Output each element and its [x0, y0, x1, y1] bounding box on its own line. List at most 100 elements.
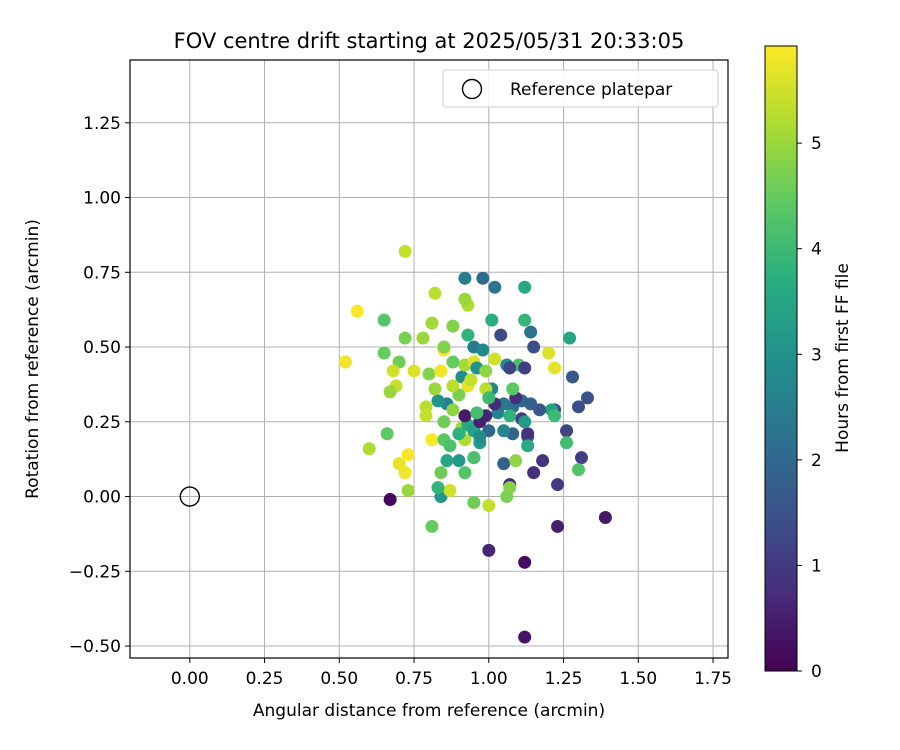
data-point	[527, 466, 541, 480]
data-point	[386, 364, 400, 378]
grid-lines	[130, 60, 728, 658]
data-point	[476, 343, 490, 357]
x-tick-label: 0.50	[320, 669, 358, 689]
y-axis: −0.50 −0.25 0.00 0.25 0.50 0.75 1.00 1.25	[69, 114, 130, 657]
data-point	[518, 313, 532, 327]
legend-marker-open-circle	[461, 78, 483, 100]
data-point	[452, 427, 466, 441]
y-tick-label: −0.50	[69, 637, 121, 657]
data-point	[362, 442, 376, 456]
data-point	[377, 313, 391, 327]
legend-entry-label: Reference platepar	[510, 80, 672, 100]
data-point	[485, 313, 499, 327]
data-point	[548, 409, 562, 423]
data-point	[398, 466, 412, 480]
data-point	[401, 448, 415, 462]
data-point	[482, 499, 496, 513]
data-point	[503, 361, 517, 375]
colorbar-tick-label: 4	[811, 240, 822, 260]
data-point	[560, 436, 574, 450]
plot-frame	[129, 59, 729, 659]
y-tick-label: 0.00	[83, 488, 121, 508]
data-point	[518, 280, 532, 294]
data-point	[527, 340, 541, 354]
y-tick-label: −0.25	[69, 562, 121, 582]
data-point	[542, 346, 556, 360]
data-point	[476, 271, 490, 285]
data-point	[431, 481, 445, 495]
data-point	[518, 630, 532, 644]
data-point	[467, 496, 481, 510]
data-point	[437, 340, 451, 354]
data-point	[422, 367, 436, 381]
data-point	[458, 271, 472, 285]
data-point	[518, 555, 532, 569]
data-point	[434, 466, 448, 480]
data-point	[458, 466, 472, 480]
data-point	[425, 433, 439, 447]
data-point	[446, 355, 460, 369]
data-point	[440, 454, 454, 468]
data-point	[473, 430, 487, 444]
data-point	[446, 403, 460, 417]
data-point	[563, 331, 577, 345]
data-point	[509, 454, 523, 468]
data-point	[380, 427, 394, 441]
data-point	[428, 382, 442, 396]
x-axis: 0.00 0.25 0.50 0.75 1.00 1.25 1.50 1.75	[171, 658, 732, 689]
x-tick-label: 1.50	[619, 669, 657, 689]
data-point	[503, 481, 517, 495]
data-point	[425, 519, 439, 533]
data-point	[572, 400, 585, 414]
x-tick-label: 0.75	[395, 669, 433, 689]
y-tick-label: 1.00	[83, 189, 121, 209]
colorbar-tick-label: 3	[811, 345, 822, 365]
data-point	[461, 328, 475, 342]
x-axis-label: Angular distance from reference (arcmin)	[253, 701, 605, 721]
data-point	[377, 346, 391, 360]
colorbar-tick-label: 5	[811, 134, 822, 154]
legend: Reference platepar	[442, 69, 719, 108]
data-point	[580, 391, 594, 405]
data-point	[598, 510, 612, 524]
x-tick-label: 0.25	[246, 669, 284, 689]
legend-box	[442, 69, 719, 108]
y-tick-label: 0.50	[83, 338, 121, 358]
data-point	[443, 484, 457, 498]
data-point	[383, 493, 397, 507]
data-point	[434, 364, 448, 378]
colorbar-label: Hours from first FF file	[833, 263, 853, 453]
colorbar-tick-label: 1	[811, 556, 822, 576]
data-point	[416, 331, 430, 345]
y-tick-label: 1.25	[83, 114, 121, 134]
data-point	[470, 406, 484, 420]
data-point	[521, 439, 535, 453]
data-point	[521, 427, 535, 441]
data-point	[524, 325, 538, 339]
data-point	[398, 331, 412, 345]
data-point	[425, 316, 439, 330]
data-point	[494, 328, 508, 342]
colorbar-tick-label: 0	[811, 662, 822, 682]
data-point	[401, 484, 415, 498]
data-points	[338, 244, 612, 644]
data-point	[482, 543, 496, 557]
data-point	[419, 409, 433, 423]
data-point	[482, 391, 496, 405]
colorbar-tick-label: 2	[811, 451, 822, 471]
data-point	[398, 244, 412, 258]
colorbar-ticks: 0 1 2 3 4 5	[797, 134, 822, 682]
x-tick-label: 1.00	[470, 669, 508, 689]
x-tick-label: 1.25	[545, 669, 583, 689]
x-tick-label: 0.00	[171, 669, 209, 689]
y-tick-label: 0.25	[83, 413, 121, 433]
x-tick-label: 1.75	[694, 669, 732, 689]
data-point	[428, 286, 442, 300]
data-point	[506, 382, 520, 396]
data-point	[572, 463, 585, 477]
data-point	[548, 361, 562, 375]
data-point	[407, 364, 421, 378]
data-point	[497, 457, 511, 471]
data-point	[503, 409, 517, 423]
chart-title: FOV centre drift starting at 2025/05/31 …	[174, 29, 685, 53]
